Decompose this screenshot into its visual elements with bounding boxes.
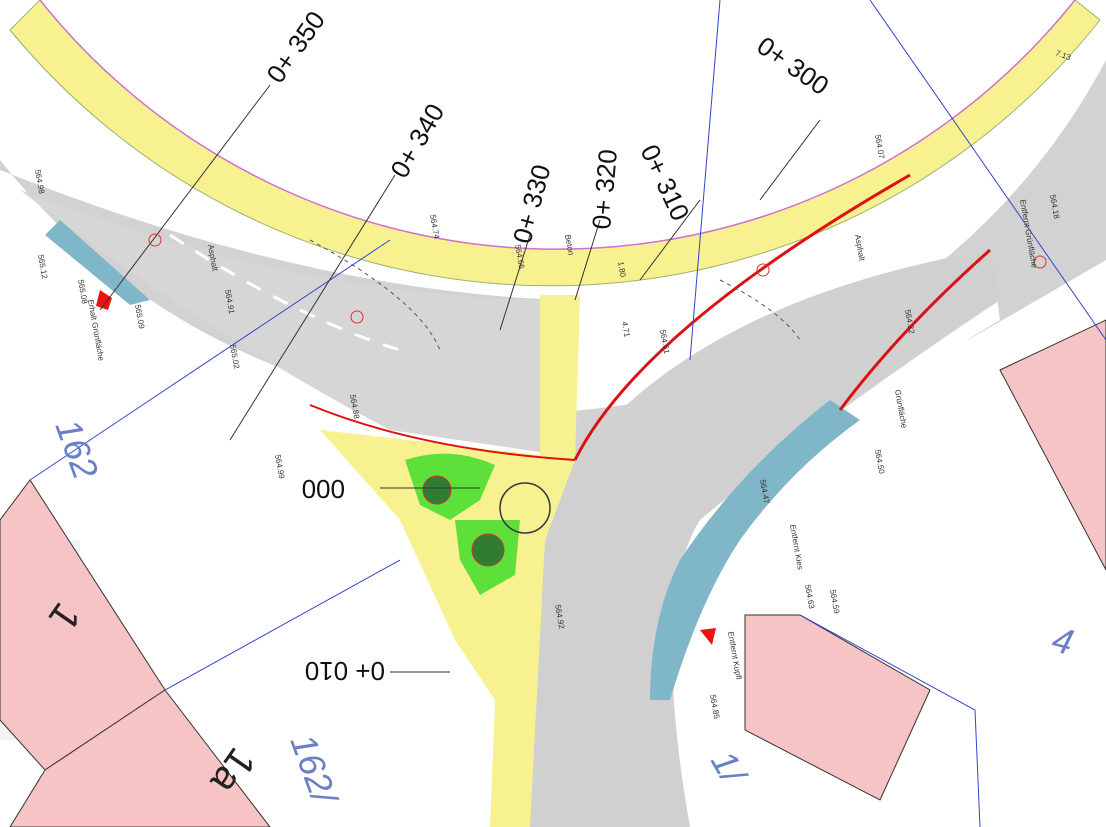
elevation: 564.61 — [658, 329, 671, 355]
marker — [96, 290, 112, 310]
elevation: 564.63 — [803, 584, 816, 610]
elevation: 564.07 — [873, 134, 886, 160]
lane-marking — [169, 233, 401, 352]
elevation: 565.09 — [133, 304, 146, 330]
roadway — [525, 250, 1000, 827]
elevation: 565.02 — [228, 344, 241, 370]
curb — [838, 248, 991, 411]
curb — [573, 173, 911, 461]
elevation-group: 564.99 565.02 564.91 565.09 565.08 565.12 564.… — [33, 134, 1061, 720]
area-label: Beton — [563, 234, 575, 256]
building — [999, 319, 1106, 571]
symbol — [148, 233, 162, 247]
roadway — [20, 190, 560, 455]
symbol — [350, 310, 364, 324]
dashed-line — [719, 279, 801, 341]
elevation: 564.91 — [223, 289, 236, 315]
building — [9, 689, 271, 827]
elevation: 564.32 — [903, 309, 916, 335]
elevation: 564.92 — [553, 604, 566, 630]
elevation: 564.18 — [1048, 194, 1061, 220]
drainage-strip — [45, 220, 150, 305]
elevation: 565.08 — [76, 279, 89, 305]
symbol — [756, 263, 770, 277]
marker — [700, 628, 716, 645]
tree — [422, 475, 452, 505]
curb — [309, 404, 576, 461]
elevation: 564.59 — [828, 589, 841, 615]
manhole — [499, 482, 551, 534]
elevation: 564.74 — [428, 214, 441, 240]
edge-line — [39, 0, 1076, 250]
elevation: 564.47 — [758, 479, 771, 505]
tree — [471, 533, 505, 567]
dimension: 4.71 — [620, 321, 632, 338]
parcel-line — [29, 0, 1106, 827]
station-label: 0+ 320 — [586, 148, 623, 231]
drainage-strip — [650, 400, 860, 700]
building — [744, 614, 931, 801]
elevation: 564.50 — [873, 449, 886, 475]
elevation: 564.98 — [33, 169, 46, 195]
station-label: 0+ 010 — [305, 656, 385, 686]
footpath — [320, 295, 580, 827]
elevation: 564.85 — [708, 694, 721, 720]
symbol — [1033, 255, 1047, 269]
elevation: 564.99 — [273, 454, 286, 480]
dimension: 1.80 — [616, 261, 628, 278]
elevation: 564.88 — [348, 394, 361, 420]
station-line — [99, 84, 821, 673]
dashed-line — [309, 239, 441, 351]
station-label: 000 — [302, 474, 345, 504]
elevation: 565.12 — [36, 254, 49, 280]
elevation: 564.66 — [513, 244, 526, 270]
